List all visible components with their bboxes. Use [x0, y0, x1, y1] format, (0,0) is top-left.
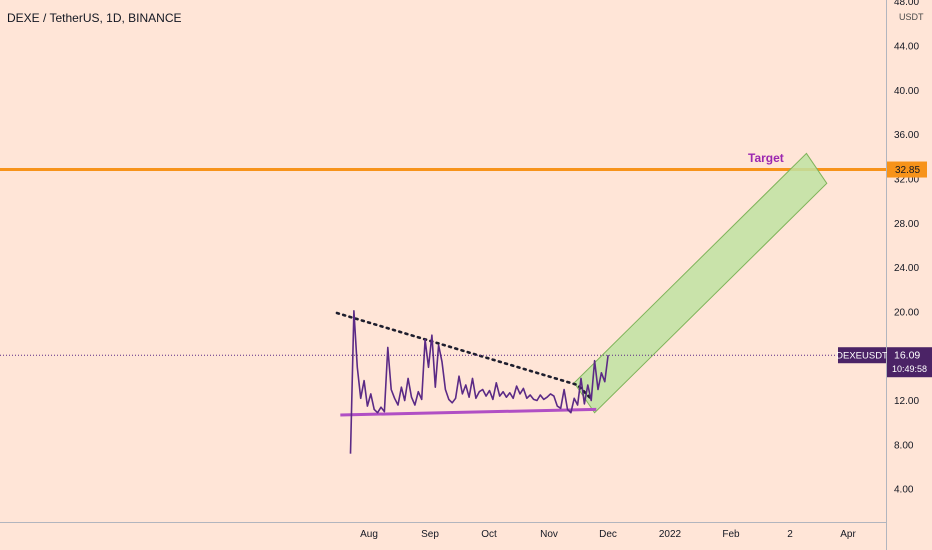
y-tick-label: 20.00 [894, 307, 919, 318]
chart-title: DEXE / TetherUS, 1D, BINANCE [7, 11, 182, 25]
resistance-price-label: 32.85 [895, 165, 920, 176]
price-unit-label: USDT [899, 12, 924, 22]
y-tick-label: 44.00 [894, 41, 919, 52]
last-price-badge [887, 347, 932, 378]
y-tick-label: 36.00 [894, 130, 919, 141]
projection-channel [573, 152, 828, 414]
countdown-label: 10:49:58 [892, 364, 927, 374]
y-tick-label: 8.00 [894, 440, 914, 451]
y-tick-label: 48.00 [894, 0, 919, 8]
symbol-badge [838, 347, 886, 364]
x-tick-label: Feb [722, 529, 740, 540]
y-tick-label: 12.00 [894, 396, 919, 407]
last-price-label: 16.09 [894, 350, 920, 362]
descending-trendline [335, 311, 595, 402]
price-series-line [349, 309, 609, 454]
y-tick-label: 40.00 [894, 86, 919, 97]
x-tick-label: 2022 [659, 529, 682, 540]
x-tick-label: 2 [787, 529, 793, 540]
y-tick-label: 4.00 [894, 485, 914, 496]
x-tick-label: Dec [599, 529, 617, 540]
y-tick-label: 28.00 [894, 219, 919, 230]
support-line [340, 407, 597, 417]
x-tick-label: Apr [840, 529, 856, 540]
resistance-price-badge [887, 161, 927, 178]
x-tick-label: Aug [360, 529, 378, 540]
symbol-label: DEXEUSDT [836, 351, 888, 362]
x-tick-label: Oct [481, 529, 497, 540]
y-tick-label: 32.00 [894, 174, 919, 185]
x-tick-label: Nov [540, 529, 558, 540]
x-tick-label: Sep [421, 529, 439, 540]
y-tick-label: 24.00 [894, 263, 919, 274]
target-label: Target [748, 151, 784, 165]
